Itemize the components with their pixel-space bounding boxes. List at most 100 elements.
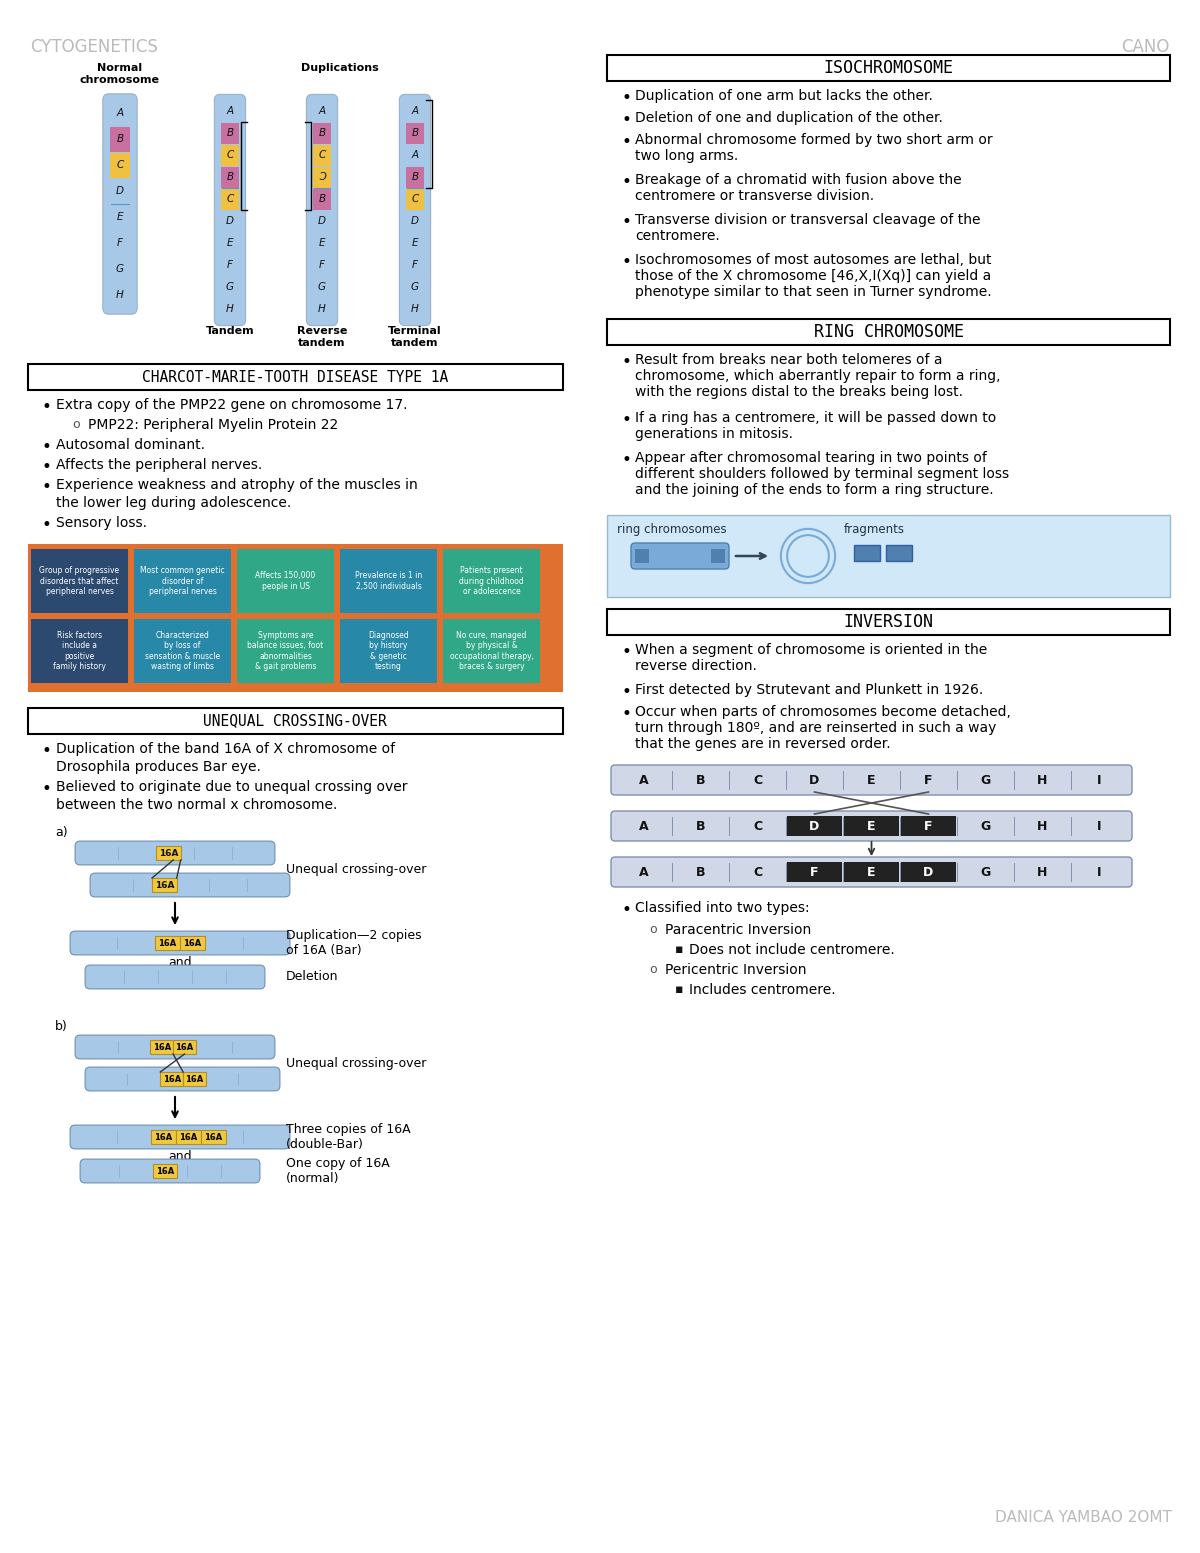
Text: •: •	[622, 643, 631, 662]
Text: C: C	[227, 194, 234, 203]
Text: •: •	[622, 412, 631, 429]
Text: and: and	[168, 1151, 192, 1163]
FancyBboxPatch shape	[607, 318, 1170, 345]
Text: Duplication—2 copies
of 16A (Bar): Duplication—2 copies of 16A (Bar)	[286, 929, 421, 957]
FancyBboxPatch shape	[110, 152, 130, 179]
FancyBboxPatch shape	[443, 550, 540, 613]
Text: •: •	[622, 172, 631, 191]
Text: •: •	[42, 478, 52, 495]
FancyBboxPatch shape	[31, 620, 128, 683]
FancyBboxPatch shape	[313, 123, 331, 144]
Text: Terminal
tandem: Terminal tandem	[388, 326, 442, 348]
Text: Characterized
by loss of
sensation & muscle
wasting of limbs: Characterized by loss of sensation & mus…	[145, 631, 220, 671]
Text: G: G	[226, 283, 234, 292]
FancyBboxPatch shape	[90, 873, 290, 898]
Text: Affects the peripheral nerves.: Affects the peripheral nerves.	[56, 458, 263, 472]
Text: 16A: 16A	[162, 1075, 181, 1084]
Text: •: •	[42, 516, 52, 534]
Text: H: H	[1037, 820, 1048, 832]
Text: E: E	[116, 213, 124, 222]
Text: •: •	[622, 353, 631, 371]
FancyBboxPatch shape	[28, 544, 563, 693]
FancyBboxPatch shape	[607, 516, 1170, 596]
Text: A: A	[412, 151, 419, 160]
FancyBboxPatch shape	[611, 857, 1132, 887]
FancyBboxPatch shape	[103, 93, 137, 314]
FancyBboxPatch shape	[151, 1131, 175, 1145]
Text: F: F	[227, 259, 233, 270]
Text: Duplication of the band 16A of X chromosome of: Duplication of the band 16A of X chromos…	[56, 742, 395, 756]
Text: B: B	[227, 172, 234, 182]
FancyBboxPatch shape	[150, 1041, 173, 1054]
FancyBboxPatch shape	[76, 842, 275, 865]
Text: 16A: 16A	[158, 848, 178, 857]
Text: 16A: 16A	[185, 1075, 204, 1084]
FancyBboxPatch shape	[844, 815, 899, 836]
Text: o: o	[649, 963, 656, 975]
Text: Does not include centromere.: Does not include centromere.	[689, 943, 895, 957]
Text: PMP22: Peripheral Myelin Protein 22: PMP22: Peripheral Myelin Protein 22	[88, 418, 338, 432]
Text: 16A: 16A	[156, 1166, 174, 1176]
FancyBboxPatch shape	[184, 1072, 206, 1086]
Text: I: I	[1097, 820, 1102, 832]
Text: ring chromosomes: ring chromosomes	[617, 523, 727, 536]
Text: A: A	[227, 106, 234, 116]
FancyBboxPatch shape	[313, 166, 331, 188]
Text: •: •	[622, 213, 631, 231]
Text: Diagnosed
by history
& genetic
testing: Diagnosed by history & genetic testing	[368, 631, 409, 671]
Text: a): a)	[55, 826, 67, 839]
Text: •: •	[622, 110, 631, 129]
Text: UNEQUAL CROSSING-OVER: UNEQUAL CROSSING-OVER	[203, 713, 386, 728]
Text: Unequal crossing-over: Unequal crossing-over	[286, 1056, 426, 1070]
Text: Pericentric Inversion: Pericentric Inversion	[665, 963, 806, 977]
Text: ISOCHROMOSOME: ISOCHROMOSOME	[823, 59, 954, 78]
FancyBboxPatch shape	[85, 964, 265, 989]
Text: •: •	[42, 458, 52, 477]
Text: D: D	[226, 216, 234, 227]
Text: E: E	[868, 820, 876, 832]
FancyBboxPatch shape	[156, 846, 181, 860]
FancyBboxPatch shape	[607, 54, 1170, 81]
Text: Transverse division or transversal cleavage of the
centromere.: Transverse division or transversal cleav…	[635, 213, 980, 244]
Text: I: I	[1097, 865, 1102, 879]
Text: H: H	[1037, 865, 1048, 879]
Text: Sensory loss.: Sensory loss.	[56, 516, 148, 530]
Text: •: •	[622, 705, 631, 724]
Text: 16A: 16A	[155, 881, 174, 890]
Text: Normal
chromosome: Normal chromosome	[80, 64, 160, 84]
Text: B: B	[696, 865, 706, 879]
Text: 16A: 16A	[175, 1042, 193, 1051]
Text: F: F	[810, 865, 818, 879]
FancyBboxPatch shape	[28, 708, 563, 735]
FancyBboxPatch shape	[901, 862, 956, 882]
Text: B: B	[318, 194, 325, 203]
FancyBboxPatch shape	[134, 550, 230, 613]
Text: •: •	[622, 134, 631, 151]
Text: •: •	[622, 901, 631, 919]
Text: B: B	[318, 127, 325, 138]
Text: H: H	[226, 304, 234, 314]
Text: and: and	[168, 957, 192, 969]
Text: E: E	[868, 865, 876, 879]
FancyBboxPatch shape	[710, 550, 725, 564]
Text: G: G	[410, 283, 419, 292]
Text: Autosomal dominant.: Autosomal dominant.	[56, 438, 205, 452]
Text: C: C	[752, 773, 762, 786]
FancyBboxPatch shape	[238, 550, 334, 613]
Text: •: •	[622, 450, 631, 469]
FancyBboxPatch shape	[313, 144, 331, 166]
Text: Group of progressive
disorders that affect
peripheral nerves: Group of progressive disorders that affe…	[40, 567, 120, 596]
FancyBboxPatch shape	[161, 1072, 184, 1086]
Text: Drosophila produces Bar eye.: Drosophila produces Bar eye.	[56, 759, 260, 773]
Text: 16A: 16A	[152, 1042, 170, 1051]
Text: A: A	[318, 106, 325, 116]
Text: •: •	[42, 780, 52, 798]
Text: F: F	[924, 820, 932, 832]
FancyBboxPatch shape	[787, 815, 842, 836]
Text: Most common genetic
disorder of
peripheral nerves: Most common genetic disorder of peripher…	[140, 567, 224, 596]
Text: o: o	[72, 418, 79, 432]
Text: D: D	[809, 820, 820, 832]
FancyBboxPatch shape	[844, 862, 899, 882]
Text: o: o	[649, 922, 656, 936]
FancyBboxPatch shape	[85, 1067, 280, 1090]
